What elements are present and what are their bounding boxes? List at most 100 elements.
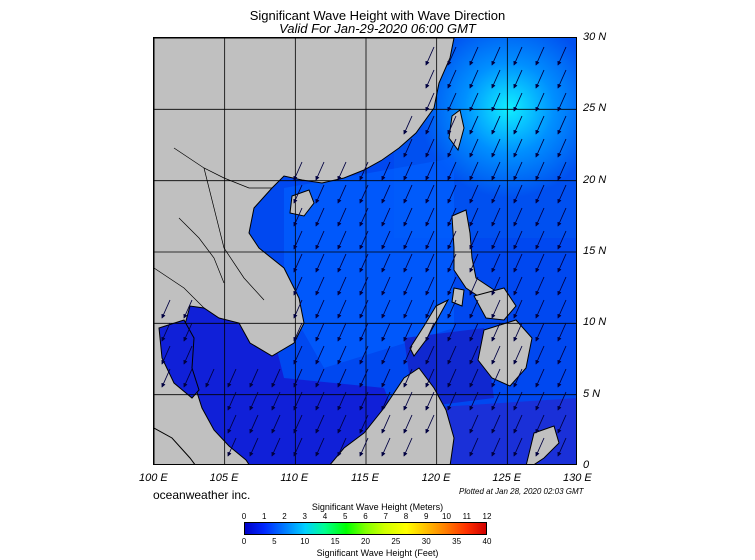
wave-arrow [293,230,303,250]
wave-arrow [469,368,479,388]
wave-arrow [315,184,325,204]
longitude-label: 100 E [139,472,168,484]
wave-arrow [359,253,369,273]
wave-arrow [535,276,545,296]
wave-arrow [249,437,259,457]
wave-arrow [161,368,171,388]
wave-arrow [469,414,479,434]
colorbar-meters-tick: 4 [322,512,328,521]
wave-arrow [293,391,303,411]
wave-arrow [513,345,523,365]
wave-arrow [249,414,259,434]
colorbar-meters-tick: 1 [262,512,267,521]
longitude-label: 120 E [421,472,451,484]
wave-arrow [535,207,545,227]
wave-arrow [535,115,545,135]
wave-arrow [447,92,457,112]
colorbar-meters-tick: 3 [302,512,307,521]
wave-arrow [535,345,545,365]
wave-arrow [469,437,479,457]
wave-arrow [535,184,545,204]
colorbar-feet-title: Significant Wave Height (Feet) [316,548,439,558]
wave-arrow [469,92,479,112]
latitude-label: 10 N [583,316,607,329]
wave-arrow [359,368,369,388]
plotted-time: Plotted at Jan 28, 2020 02:03 GMT [459,487,584,496]
wave-arrow [315,345,325,365]
wave-arrow [293,161,303,181]
wave-arrow [557,437,567,457]
wave-arrow [425,138,435,158]
wave-arrow [271,391,281,411]
wave-arrow [513,368,523,388]
wave-arrow [403,437,413,457]
wave-arrow [183,345,193,365]
wave-arrow [337,230,347,250]
wave-arrow [183,299,193,319]
wave-arrow [403,414,413,434]
wave-arrow [293,437,303,457]
wave-arrow [381,322,391,342]
wave-arrow [315,253,325,273]
longitude-label: 130 E [563,472,592,484]
wave-arrow [557,345,567,365]
wave-arrow [337,184,347,204]
wave-arrow [315,414,325,434]
wave-arrow [183,322,193,342]
wave-arrow [447,69,457,89]
wave-arrow [557,184,567,204]
wave-arrow [271,437,281,457]
wave-arrow [381,276,391,296]
wave-arrow [403,391,413,411]
wave-arrow [491,391,501,411]
colorbar-meters-tick: 12 [482,512,492,521]
wave-arrow [315,437,325,457]
wave-arrow [535,138,545,158]
longitude-label: 115 E [351,472,379,484]
wave-arrow [557,368,567,388]
wave-arrow [447,299,457,319]
wave-arrow [293,345,303,365]
wave-arrow [447,207,457,227]
sea-central [284,158,454,368]
company-name: oceanweather inc. [153,488,251,502]
wave-arrow [381,345,391,365]
wave-arrow [535,161,545,181]
wave-arrow [403,230,413,250]
wave-arrow [535,391,545,411]
wave-arrow [557,46,567,66]
wave-arrow [337,414,347,434]
wave-arrow [227,414,237,434]
wave-arrow [535,230,545,250]
wave-arrow [513,184,523,204]
colorbar-feet-tick: 35 [452,537,462,546]
wave-arrow [513,437,523,457]
wave-arrow [447,230,457,250]
wave-arrow [425,299,435,319]
wave-arrow [161,322,171,342]
wave-arrow [359,276,369,296]
wave-arrow [491,437,501,457]
latitude-label: 5 N [583,387,601,400]
wave-arrow [381,299,391,319]
wave-arrow [425,92,435,112]
wave-arrow [447,322,457,342]
wave-arrow [337,253,347,273]
colorbar-feet-tick: 15 [330,537,340,546]
wave-arrow [293,299,303,319]
latitude-label: 0 [583,459,590,471]
colorbar-meters-tick: 6 [363,512,368,521]
wave-arrow [469,299,479,319]
latlon-grid [154,38,576,464]
colorbar-meters-tick: 5 [343,512,348,521]
wave-arrow [513,253,523,273]
wave-arrow [359,437,369,457]
wave-arrow [469,345,479,365]
wave-arrow [359,184,369,204]
wave-arrow [227,391,237,411]
wave-arrow [271,414,281,434]
map-subtitle: Valid For Jan-29-2020 06:00 GMT [279,21,476,36]
wave-arrow [425,276,435,296]
wave-arrow [403,207,413,227]
wave-arrow [491,138,501,158]
